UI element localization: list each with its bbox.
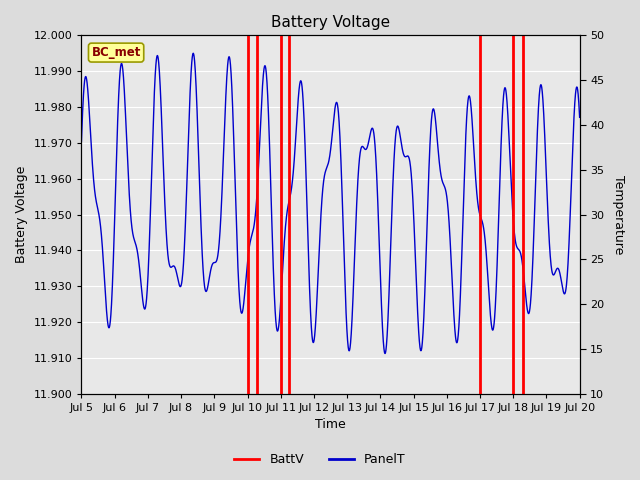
Legend: BattV, PanelT: BattV, PanelT <box>229 448 411 471</box>
Y-axis label: Battery Voltage: Battery Voltage <box>15 166 28 263</box>
X-axis label: Time: Time <box>315 419 346 432</box>
Text: BC_met: BC_met <box>92 46 141 59</box>
Y-axis label: Temperature: Temperature <box>612 175 625 254</box>
Title: Battery Voltage: Battery Voltage <box>271 15 390 30</box>
